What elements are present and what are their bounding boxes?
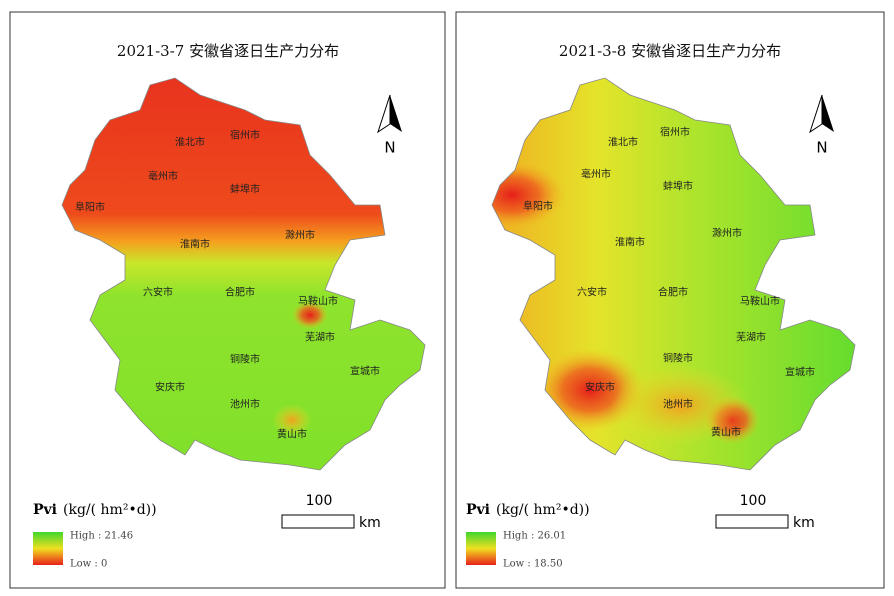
legend-low: Low : 18.50 [503,559,563,570]
city-label: 宿州市 [660,126,690,139]
city-label: 滁州市 [285,229,315,242]
city-label: 黄山市 [711,426,741,439]
legend-variable: Pvi [466,502,490,518]
map-title: 2021-3-7 安徽省逐日生产力分布 [117,42,339,60]
city-label: 合肥市 [225,286,255,299]
city-label: 蚌埠市 [663,180,693,193]
city-label: 安庆市 [585,381,615,394]
city-label: 淮南市 [180,238,210,251]
legend-high: High : 21.46 [70,531,133,542]
city-label: 六安市 [143,286,173,299]
legend-high: High : 26.01 [503,531,566,542]
north-label: N [816,139,827,157]
province-outline [491,77,856,471]
legend-unit: (kg/( hm²•d)) [63,502,157,518]
city-label: 阜阳市 [75,201,105,214]
city-label: 黄山市 [277,428,307,441]
hotspot [492,160,567,230]
city-label: 芜湖市 [736,331,766,344]
legend-variable: Pvi [33,502,57,518]
legend-ramp [466,532,496,565]
hotspot [292,301,328,329]
city-label: 淮北市 [608,136,638,149]
city-label: 淮北市 [175,136,205,149]
scale-bar [715,514,789,529]
north-arrow [822,95,834,132]
city-label: 滁州市 [712,227,742,240]
scale-unit: km [793,515,815,531]
legend-unit: (kg/( hm²•d)) [496,502,590,518]
scale-value: 100 [306,493,333,509]
city-label: 六安市 [577,286,607,299]
city-label: 宣城市 [350,365,380,378]
city-label: 淮南市 [615,236,645,249]
city-label: 合肥市 [658,286,688,299]
scale-unit: km [359,515,381,531]
scale-bar [281,514,355,529]
city-label: 芜湖市 [305,331,335,344]
legend-low: Low : 0 [70,559,107,570]
city-label: 蚌埠市 [230,183,260,196]
city-label: 亳州市 [581,168,611,181]
city-label: 亳州市 [148,170,178,183]
city-label: 马鞍山市 [298,295,338,308]
legend-ramp [33,532,63,565]
city-label: 阜阳市 [523,200,553,213]
province-outline [61,77,426,471]
city-label: 池州市 [230,398,260,411]
city-label: 马鞍山市 [740,295,780,308]
hotspot [610,365,750,445]
scale-value: 100 [740,493,767,509]
north-arrow [390,95,402,132]
city-label: 池州市 [663,398,693,411]
map-title: 2021-3-8 安徽省逐日生产力分布 [559,42,781,60]
city-label: 安庆市 [155,381,185,394]
north-label: N [384,139,395,157]
city-label: 铜陵市 [230,353,260,366]
city-label: 宿州市 [230,129,260,142]
city-label: 宣城市 [785,366,815,379]
city-label: 铜陵市 [663,352,693,365]
hotspot [272,404,312,436]
